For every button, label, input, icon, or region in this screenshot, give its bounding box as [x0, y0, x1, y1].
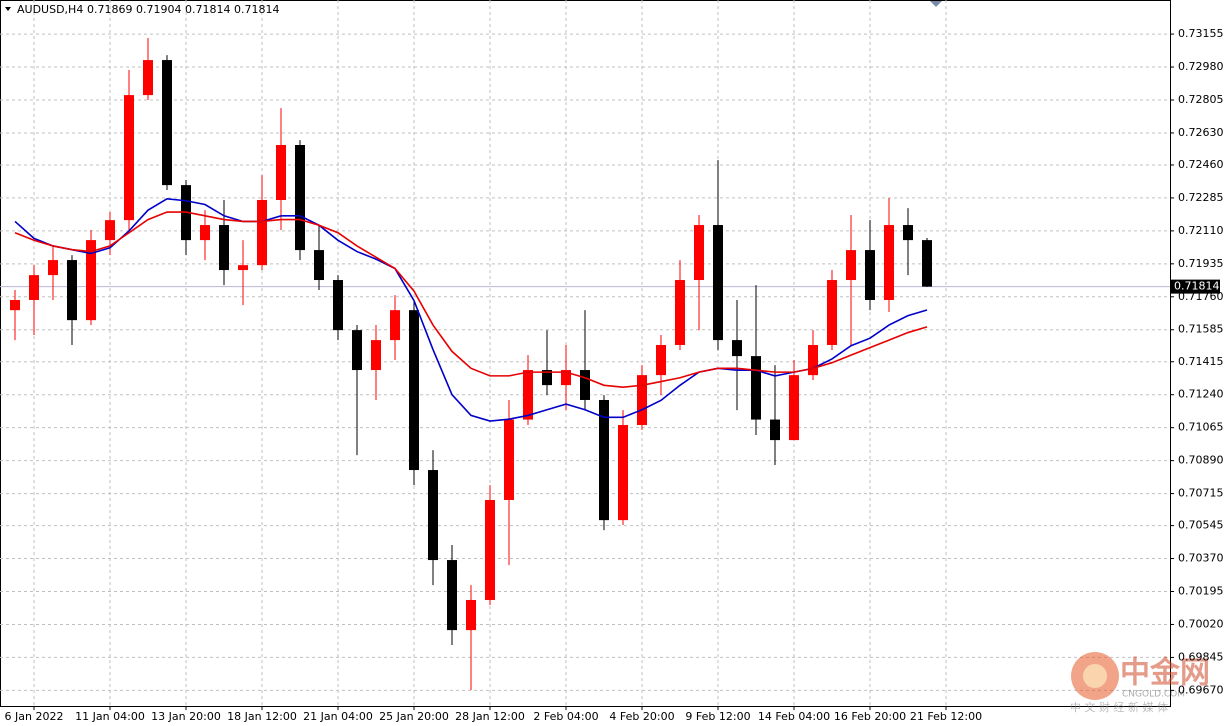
candle-body	[675, 280, 685, 345]
y-tick-label: 0.69670	[1178, 683, 1224, 696]
ohlc-high: 0.71904	[136, 3, 182, 16]
moving-average-line	[14, 198, 928, 422]
y-tick-label: 0.70545	[1178, 519, 1224, 532]
x-tick-label: 18 Jan 12:00	[227, 710, 297, 723]
y-tick-label: 0.70195	[1178, 585, 1224, 598]
x-tick-label: 11 Jan 04:00	[75, 710, 145, 723]
candle-body	[732, 340, 742, 357]
candle-body	[200, 225, 210, 241]
x-tick-label: 25 Jan 20:00	[379, 710, 449, 723]
candle-body	[219, 225, 229, 271]
x-tick-label: 2 Feb 04:00	[533, 710, 598, 723]
y-tick-label: 0.70370	[1178, 552, 1224, 565]
ohlc-open: 0.71869	[87, 3, 133, 16]
candle-body	[48, 260, 58, 276]
candle-body	[846, 250, 856, 281]
candle-body	[827, 280, 837, 345]
y-tick-label: 0.72980	[1178, 60, 1224, 73]
candle-body	[884, 225, 894, 300]
y-tick-label: 0.72630	[1178, 126, 1224, 139]
watermark-site: CNGOLD.COM	[1122, 690, 1185, 700]
candle-body	[333, 280, 343, 331]
last-price-label: 0.71814	[1174, 280, 1220, 293]
candle-body	[352, 330, 362, 371]
candle-body	[751, 356, 761, 420]
candle-body	[466, 599, 476, 631]
watermark: 中金网 CNGOLD.COM 中 文 财 经 新 媒 体	[1070, 652, 1210, 714]
y-tick-label: 0.70890	[1178, 454, 1224, 467]
candle-body	[618, 425, 628, 521]
candle-body	[865, 250, 875, 300]
candle-body	[599, 399, 609, 521]
candle-body	[713, 225, 723, 341]
candle-body	[162, 60, 172, 186]
x-tick-label: 16 Feb 20:00	[834, 710, 906, 723]
marks-layer	[10, 38, 932, 690]
menu-arrow	[5, 7, 11, 11]
ohlc-low: 0.71814	[185, 3, 231, 16]
y-tick-label: 0.71065	[1178, 421, 1224, 434]
y-tick-label: 0.69845	[1178, 650, 1224, 663]
candle-body	[124, 95, 134, 221]
candle-body	[922, 240, 932, 287]
candle-body	[485, 499, 495, 600]
candle-body	[295, 145, 305, 251]
candle-body	[561, 370, 571, 386]
candle-body	[29, 275, 39, 300]
candle-body	[770, 419, 780, 441]
x-tick-label: 21 Feb 12:00	[910, 710, 982, 723]
candle-body	[637, 375, 647, 426]
candle-body	[409, 310, 419, 471]
y-tick-label: 0.71240	[1178, 388, 1224, 401]
candle-body	[447, 560, 457, 631]
watermark-logo: 中金网	[1120, 656, 1210, 691]
symbol: AUDUSD,H4	[17, 3, 83, 16]
y-tick-label: 0.72285	[1178, 191, 1224, 204]
y-tick-label: 0.70715	[1178, 487, 1224, 500]
y-tick-label: 0.73155	[1178, 27, 1224, 40]
candle-body	[67, 260, 77, 321]
candle-body	[542, 370, 552, 386]
y-tick-label: 0.72460	[1178, 158, 1224, 171]
candle-body	[808, 344, 818, 376]
candle-body	[105, 220, 115, 241]
candle-body	[257, 199, 267, 266]
x-tick-label: 28 Jan 12:00	[455, 710, 525, 723]
y-tick-label: 0.70020	[1178, 617, 1224, 630]
candle-body	[390, 310, 400, 341]
candle-body	[86, 240, 96, 321]
candle-body	[656, 344, 666, 376]
candle-body	[314, 250, 324, 281]
ohlc-close: 0.71814	[234, 3, 280, 16]
y-tick-label: 0.71585	[1178, 323, 1224, 336]
candle-body	[523, 370, 533, 420]
candle-body	[10, 299, 20, 311]
watermark-logo-icon-inner	[1083, 664, 1107, 688]
x-tick-label: 14 Feb 04:00	[758, 710, 830, 723]
x-tick-label: 6 Jan 2022	[5, 710, 64, 723]
y-tick-label: 0.72805	[1178, 93, 1224, 106]
last-price-box	[1170, 279, 1220, 294]
y-tick-label: 0.71415	[1178, 355, 1224, 368]
candle-body	[504, 419, 514, 500]
x-tick-label: 9 Feb 12:00	[685, 710, 750, 723]
x-tick-label: 21 Jan 04:00	[303, 710, 373, 723]
candle-body	[903, 225, 913, 241]
moving-average-line	[14, 211, 928, 388]
candle-body	[694, 225, 704, 281]
watermark-slogan: 中 文 财 经 新 媒 体	[1070, 700, 1168, 714]
candle-body	[580, 370, 590, 400]
candle-body	[276, 145, 286, 200]
shift-marker	[930, 1, 942, 7]
x-tick-label: 13 Jan 20:00	[151, 710, 221, 723]
candle-body	[371, 340, 381, 371]
candle-body	[789, 375, 799, 441]
candle-body	[428, 470, 438, 561]
candle-body	[143, 60, 153, 96]
x-tick-label: 4 Feb 20:00	[609, 710, 674, 723]
y-tick-label: 0.71935	[1178, 257, 1224, 270]
y-tick-label: 0.72110	[1178, 224, 1224, 237]
candle-body	[238, 265, 248, 271]
